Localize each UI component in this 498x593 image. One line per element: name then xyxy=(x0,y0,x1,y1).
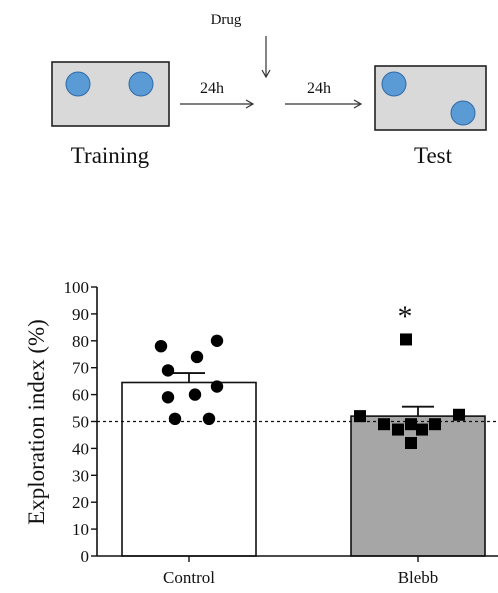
point-control xyxy=(168,412,182,426)
interval-2-label: 24h xyxy=(307,80,331,97)
y-tick-label: 60 xyxy=(72,386,89,405)
y-tick-label: 100 xyxy=(64,278,90,297)
y-tick-label: 20 xyxy=(72,493,89,512)
y-axis-label: Exploration index (%) xyxy=(24,319,49,525)
interval-1-arrowhead xyxy=(245,99,255,109)
exploration-chart: Exploration index (%) 0 10 20 30 40 50 60 70 80 9… xyxy=(24,278,498,587)
bar-blebb xyxy=(350,415,486,557)
y-tick-label: 90 xyxy=(72,305,89,324)
point-control xyxy=(161,364,175,377)
interval-2-arrowhead xyxy=(353,99,363,109)
point-control xyxy=(154,339,168,353)
y-tick-label: 70 xyxy=(72,359,89,378)
y-tick-label: 10 xyxy=(72,520,89,539)
test-label: Test xyxy=(414,143,453,168)
point-blebb xyxy=(392,423,404,436)
point-control xyxy=(210,380,224,393)
bar-control xyxy=(121,381,257,557)
point-blebb xyxy=(429,418,441,431)
drug-label: Drug xyxy=(211,12,242,28)
schematic: Training 24h Drug 24h Test xyxy=(51,12,487,168)
y-axis: 0 10 20 30 40 50 60 70 80 90 100 xyxy=(64,278,98,566)
training-label: Training xyxy=(71,143,150,168)
point-control xyxy=(188,388,202,401)
y-tick-label: 40 xyxy=(72,439,89,458)
point-control xyxy=(190,350,204,364)
error-bars xyxy=(173,372,434,417)
bars xyxy=(121,381,486,557)
point-blebb xyxy=(416,423,428,436)
y-tick-label: 30 xyxy=(72,466,89,485)
drug-arrowhead xyxy=(261,69,271,79)
point-blebb xyxy=(400,333,412,346)
test-object-familiar xyxy=(381,71,407,97)
significance-marker: * xyxy=(398,300,413,333)
y-tick-label: 0 xyxy=(81,547,90,566)
point-blebb xyxy=(378,418,390,431)
x-axis: Control Blebb xyxy=(97,555,498,587)
point-blebb xyxy=(405,437,417,450)
point-control xyxy=(161,391,175,404)
x-tick-label-control: Control xyxy=(163,568,215,587)
point-blebb xyxy=(354,410,366,423)
data-points: * xyxy=(154,300,465,450)
point-control xyxy=(210,334,224,347)
y-tick-label: 50 xyxy=(72,413,89,432)
point-blebb xyxy=(453,408,465,421)
point-blebb xyxy=(405,418,417,431)
training-object-right xyxy=(128,71,154,97)
y-tick-label: 80 xyxy=(72,332,89,351)
training-object-left xyxy=(65,71,91,97)
test-object-novel xyxy=(450,100,476,126)
x-tick-label-blebb: Blebb xyxy=(398,568,439,587)
training-arena xyxy=(51,61,170,127)
point-control xyxy=(202,412,216,426)
interval-1-label: 24h xyxy=(200,80,224,97)
